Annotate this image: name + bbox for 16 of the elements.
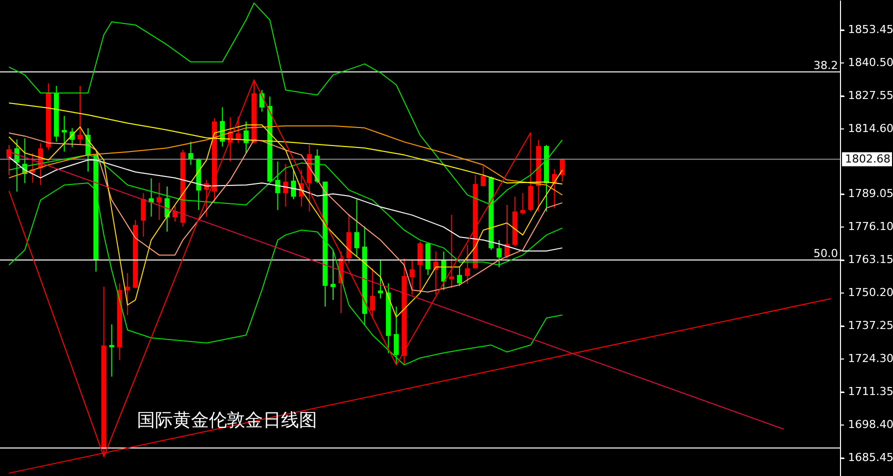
- y-tick-label: 1789.05: [848, 187, 893, 200]
- y-tick-label: 1814.60: [848, 122, 893, 135]
- y-tick-label: 1737.25: [848, 319, 893, 332]
- y-tick-label: 1840.50: [848, 56, 893, 69]
- y-tick-label: 1827.55: [848, 88, 893, 102]
- annotation: 38.2: [814, 58, 838, 72]
- y-tick-label: 1763.15: [848, 253, 893, 266]
- y-tick-label: 1711.35: [848, 385, 893, 398]
- y-tick-label: 1853.45: [848, 22, 893, 36]
- y-tick-label: 1750.20: [848, 286, 893, 300]
- y-tick-label: 1698.40: [848, 418, 893, 432]
- y-tick-label: 1685.45: [848, 451, 893, 464]
- y-tick-label: 1724.30: [848, 352, 893, 366]
- annotation: 50.0: [814, 247, 838, 260]
- ref-line-label: 1802.68: [845, 152, 890, 166]
- y-tick-label: 1776.10: [848, 220, 893, 234]
